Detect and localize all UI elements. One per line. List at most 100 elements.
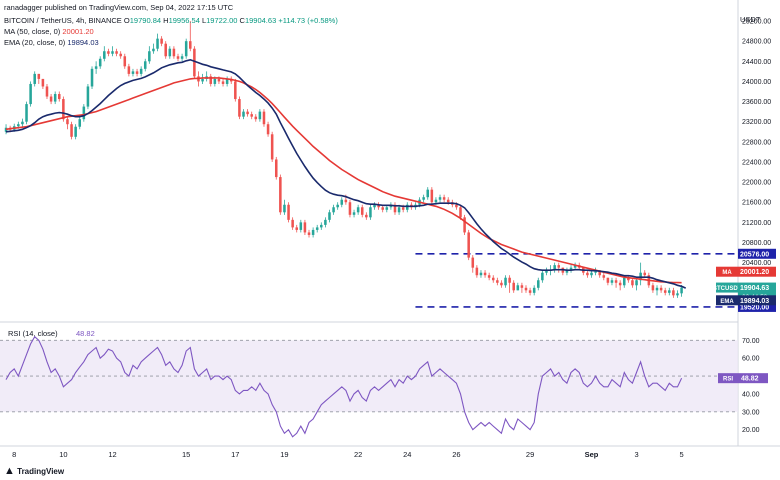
candle-body <box>455 204 458 208</box>
candle <box>143 58 147 72</box>
candle <box>176 53 180 62</box>
rsi-tick-label: 60.00 <box>742 356 760 363</box>
candle <box>614 277 618 288</box>
candle <box>655 285 659 296</box>
price-axis-unit: USDT <box>740 15 761 24</box>
candle <box>21 118 24 127</box>
candle <box>336 202 339 210</box>
price-label-tag <box>716 266 738 277</box>
candle-body <box>295 227 298 230</box>
candle-body <box>442 197 446 200</box>
time-tick-label: 8 <box>12 450 16 459</box>
candle-body <box>422 197 425 200</box>
tradingview-logo[interactable]: ▲ TradingView <box>4 465 65 477</box>
price-label-name: MA <box>722 270 732 276</box>
candle-body <box>258 111 262 120</box>
candle-body <box>446 199 450 203</box>
candle <box>311 227 315 238</box>
candle <box>78 116 82 130</box>
candle-body <box>627 277 630 281</box>
candle <box>74 124 77 140</box>
price-tick-label: 24000.00 <box>742 79 771 86</box>
candle-body <box>344 199 348 203</box>
candle <box>618 280 622 291</box>
candle <box>557 262 561 273</box>
candle-body <box>532 287 536 293</box>
candle-body <box>254 116 258 120</box>
candle <box>545 267 548 276</box>
candle-body <box>184 41 188 57</box>
candle-body <box>365 214 368 218</box>
candle <box>70 121 73 140</box>
candle-body <box>176 56 180 59</box>
candle <box>606 277 610 286</box>
candle <box>496 277 499 286</box>
candle-body <box>37 73 41 79</box>
horizontal-level-label-text: 19520.00 <box>740 304 769 311</box>
candle <box>340 197 344 208</box>
candle <box>315 224 319 233</box>
candle <box>299 219 303 233</box>
price-label-bg <box>738 295 776 306</box>
candle-body <box>373 204 376 208</box>
candle-body <box>360 207 364 215</box>
candle-body <box>598 270 601 276</box>
candle <box>438 194 442 203</box>
candle-body <box>352 212 356 215</box>
candle-body <box>332 207 335 213</box>
candle <box>651 282 655 293</box>
candle <box>463 214 466 235</box>
candle-body <box>70 124 73 137</box>
candle-body <box>631 280 634 286</box>
time-tick-label: 10 <box>59 450 67 459</box>
candle-body <box>643 272 646 276</box>
candle <box>86 83 90 110</box>
candle-body <box>369 207 372 218</box>
candle <box>471 255 475 273</box>
candle <box>295 224 298 233</box>
rsi-title: RSI (14, close) <box>8 329 58 338</box>
candle <box>291 217 294 230</box>
candle <box>569 265 573 273</box>
candle-body <box>4 127 8 132</box>
candle <box>287 202 290 223</box>
price-tick-label: 20400.00 <box>742 260 771 267</box>
candle <box>504 275 507 288</box>
candle-body <box>512 282 515 291</box>
candle <box>209 73 213 87</box>
candle <box>246 109 249 117</box>
candle <box>53 91 57 105</box>
candle <box>320 222 323 230</box>
candle-body <box>430 189 434 203</box>
time-tick-label: 26 <box>452 450 460 459</box>
candle-body <box>131 71 135 74</box>
candle <box>242 109 245 120</box>
ohlc-line: BITCOIN / TetherUS, 4h, BINANCE O19790.8… <box>4 16 338 25</box>
candle-body <box>500 282 503 286</box>
candle-body <box>311 229 315 235</box>
horizontal-level-label-text: 20576.00 <box>740 251 769 258</box>
candle <box>541 270 544 283</box>
candle <box>483 270 487 278</box>
time-tick-label: 3 <box>634 450 638 459</box>
candle <box>148 46 151 64</box>
candle-body <box>397 207 401 213</box>
candle-body <box>90 68 94 87</box>
rsi-value-text: 48.82 <box>741 376 759 383</box>
candle-body <box>242 111 245 117</box>
candle <box>66 116 69 130</box>
candle-body <box>320 224 323 228</box>
ma-legend[interactable]: MA (50, close, 0) 20001.20 <box>4 27 94 36</box>
time-tick-label: Sep <box>585 450 599 459</box>
candle-body <box>385 207 389 210</box>
candle-body <box>74 126 77 137</box>
candle-body <box>287 204 290 220</box>
candle <box>672 287 675 298</box>
candle-body <box>659 287 663 291</box>
ema-legend[interactable]: EMA (20, close, 0) 19894.03 <box>4 38 99 47</box>
candle <box>491 275 495 283</box>
candle-body <box>225 78 229 84</box>
rsi-value-label: 48.82 <box>76 329 95 338</box>
candle <box>565 267 569 276</box>
